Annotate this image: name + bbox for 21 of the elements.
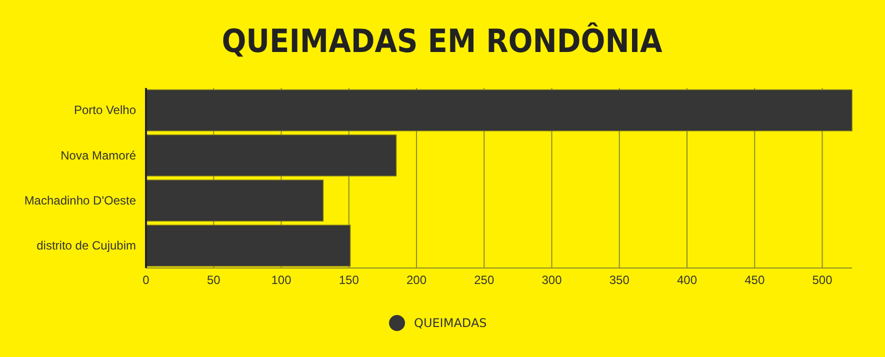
bar [146,180,324,222]
bar [146,224,351,267]
x-tick-label: 400 [676,273,698,287]
bar [146,134,397,176]
x-tick-label: 100 [271,273,292,287]
x-tick-label: 0 [142,273,150,287]
legend-label: QUEIMADAS [414,316,487,330]
chart-title: QUEIMADAS EM RONDÔNIA [222,22,664,60]
x-tick-label: 450 [744,273,765,287]
x-tick-label: 350 [609,273,630,287]
x-tick-label: 200 [406,273,427,287]
x-tick-label: 500 [812,273,833,287]
y-tick-label: Machadinho D'Oeste [24,193,136,208]
y-tick-label: Porto Velho [74,103,136,118]
x-tick-label: 250 [474,273,494,287]
x-tick-label: 50 [206,273,221,287]
x-tick-label: 300 [542,273,562,287]
y-tick-label: distrito de Cujubim [36,238,136,253]
x-tick-label: 150 [338,273,360,287]
bar [146,89,852,132]
y-tick-label: Nova Mamoré [60,148,136,162]
